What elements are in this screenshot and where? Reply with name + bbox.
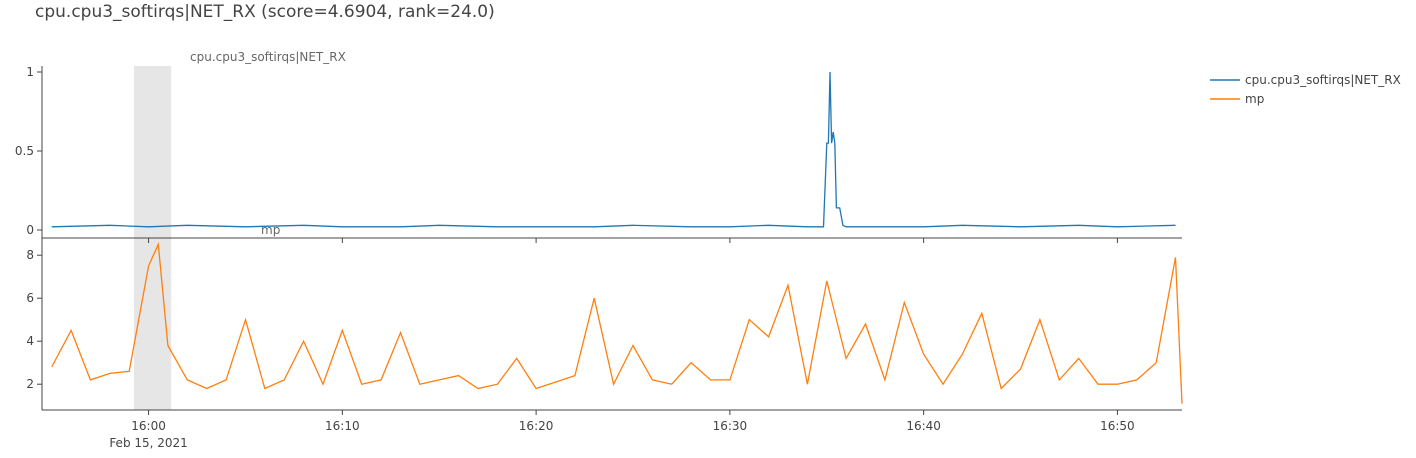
x-tick-label: 16:00 (131, 419, 166, 433)
top-y-tick-label: 0.5 (15, 144, 34, 158)
x-date-label: Feb 15, 2021 (109, 436, 188, 450)
x-tick-label: 16:40 (906, 419, 941, 433)
legend-label-cpu[interactable]: cpu.cpu3_softirqs|NET_RX (1245, 73, 1401, 87)
series-line-cpu (51, 71, 1176, 228)
top-y-tick-label: 1 (26, 65, 34, 79)
subplot-title-mp: mp (261, 223, 280, 237)
top-y-tick-label: 0 (26, 223, 34, 237)
x-tick-label: 16:50 (1100, 419, 1135, 433)
x-tick-label: 16:30 (713, 419, 748, 433)
anomaly-shade-bottom (134, 238, 172, 410)
bottom-y-tick-label: 4 (26, 334, 34, 348)
x-tick-label: 16:20 (519, 419, 554, 433)
bottom-y-tick-label: 8 (26, 248, 34, 262)
subplot-title-cpu: cpu.cpu3_softirqs|NET_RX (190, 50, 346, 64)
axis-ticks: 0 0.5 1 2 4 6 8 16:00 16:10 16:20 16:30 16:40 16:50 (15, 65, 1135, 433)
bottom-y-tick-label: 6 (26, 291, 34, 305)
legend[interactable]: cpu.cpu3_softirqs|NET_RX mp (1210, 73, 1401, 106)
bottom-y-tick-label: 2 (26, 377, 34, 391)
legend-label-mp[interactable]: mp (1245, 92, 1264, 106)
x-tick-label: 16:10 (325, 419, 360, 433)
anomaly-shade-top (134, 66, 172, 238)
chart-title: cpu.cpu3_softirqs|NET_RX (score=4.6904, … (35, 2, 495, 22)
series-line-mp (51, 241, 1183, 404)
